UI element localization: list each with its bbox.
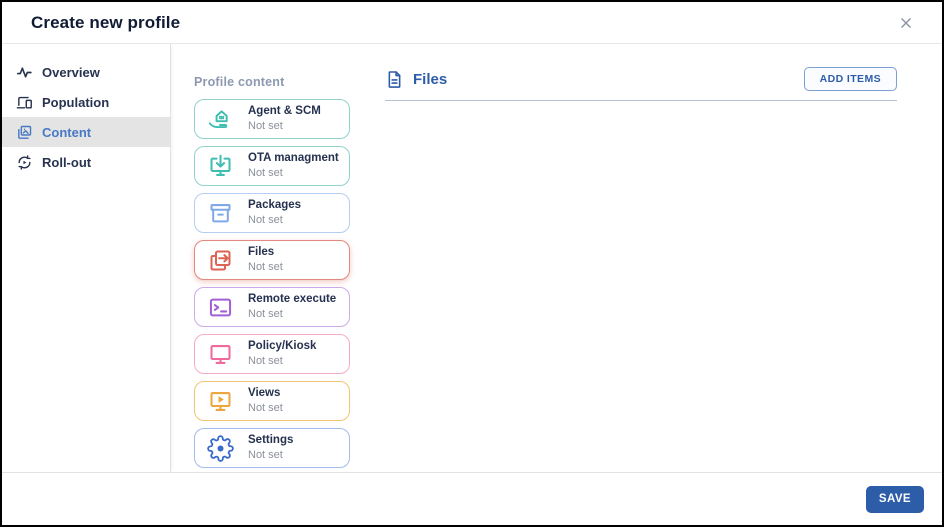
- profile-content-card-list: Agent & SCM Not set OTA managment Not set Pa…: [194, 99, 383, 468]
- profile-content-heading: Profile content: [194, 75, 285, 89]
- card-text: Packages Not set: [248, 198, 301, 227]
- devices-icon: [16, 94, 33, 111]
- card-status: Not set: [248, 120, 283, 133]
- card-text: OTA managment Not set: [248, 151, 339, 180]
- profile-content-column: Profile content Agent & SCM Not set OTA ma…: [171, 44, 383, 472]
- card-text: Agent & SCM Not set: [248, 104, 321, 133]
- card-title: Policy/Kiosk: [248, 340, 317, 353]
- card-text: Files Not set: [248, 245, 283, 274]
- files-panel: Files ADD ITEMS: [383, 44, 942, 472]
- card-status: Not set: [248, 261, 283, 274]
- dialog-title: Create new profile: [31, 12, 181, 32]
- card-title: Packages: [248, 199, 302, 212]
- files-panel-header: Files ADD ITEMS: [385, 67, 897, 101]
- file-document-icon: [385, 70, 404, 89]
- sidebar-item-population[interactable]: Population: [2, 87, 170, 117]
- policy-kiosk-icon: [207, 341, 234, 368]
- dialog-footer: SAVE: [2, 472, 942, 525]
- card-status: Not set: [248, 449, 283, 462]
- card-status: Not set: [248, 308, 283, 321]
- sidebar-item-content[interactable]: Content: [2, 117, 170, 147]
- dialog-header: Create new profile: [2, 2, 942, 44]
- card-title: Settings: [248, 434, 294, 447]
- card-text: Views Not set: [248, 386, 283, 415]
- card-text: Policy/Kiosk Not set: [248, 339, 316, 368]
- content-card-policy-kiosk[interactable]: Policy/Kiosk Not set: [194, 334, 350, 374]
- content-card-files[interactable]: Files Not set: [194, 240, 350, 280]
- remote-execute-icon: [207, 294, 234, 321]
- packages-icon: [207, 200, 234, 227]
- pulse-icon: [16, 64, 33, 81]
- content-icon: [16, 124, 33, 141]
- save-button[interactable]: SAVE: [865, 485, 924, 513]
- sidebar-item-label: Overview: [42, 64, 100, 80]
- files-panel-title: Files: [413, 70, 448, 88]
- sidebar-nav: Overview Population Content Roll-out: [2, 44, 171, 472]
- card-title: Agent & SCM: [248, 105, 321, 118]
- agent-scm-icon: [207, 106, 234, 133]
- content-card-agent-scm[interactable]: Agent & SCM Not set: [194, 99, 350, 139]
- sidebar-item-label: Roll-out: [42, 154, 92, 170]
- card-status: Not set: [248, 167, 283, 180]
- content-card-ota-managment[interactable]: OTA managment Not set: [194, 146, 350, 186]
- card-status: Not set: [248, 214, 283, 227]
- files-icon: [207, 247, 234, 274]
- card-title: Files: [248, 246, 275, 259]
- sidebar-item-label: Content: [42, 124, 92, 140]
- card-text: Remote execute Not set: [248, 292, 336, 321]
- sidebar-item-roll-out[interactable]: Roll-out: [2, 147, 170, 177]
- files-panel-title-wrap: Files: [385, 70, 447, 89]
- content-card-settings[interactable]: Settings Not set: [194, 428, 350, 468]
- add-items-button[interactable]: ADD ITEMS: [803, 67, 897, 91]
- views-icon: [207, 388, 234, 415]
- card-title: Remote execute: [248, 293, 337, 306]
- content-card-packages[interactable]: Packages Not set: [194, 193, 350, 233]
- close-icon[interactable]: [896, 13, 916, 33]
- dialog-body: Overview Population Content Roll-out Profil…: [2, 44, 942, 472]
- content-card-views[interactable]: Views Not set: [194, 381, 350, 421]
- settings-gear-icon: [207, 434, 234, 462]
- card-text: Settings Not set: [248, 433, 293, 462]
- content-card-remote-execute[interactable]: Remote execute Not set: [194, 287, 350, 327]
- sidebar-item-overview[interactable]: Overview: [2, 57, 170, 87]
- card-title: OTA managment: [248, 152, 339, 165]
- card-status: Not set: [248, 402, 283, 415]
- rollout-icon: [16, 154, 33, 171]
- card-title: Views: [248, 387, 281, 400]
- sidebar-item-label: Population: [42, 94, 110, 110]
- card-status: Not set: [248, 355, 283, 368]
- ota-management-icon: [207, 153, 234, 180]
